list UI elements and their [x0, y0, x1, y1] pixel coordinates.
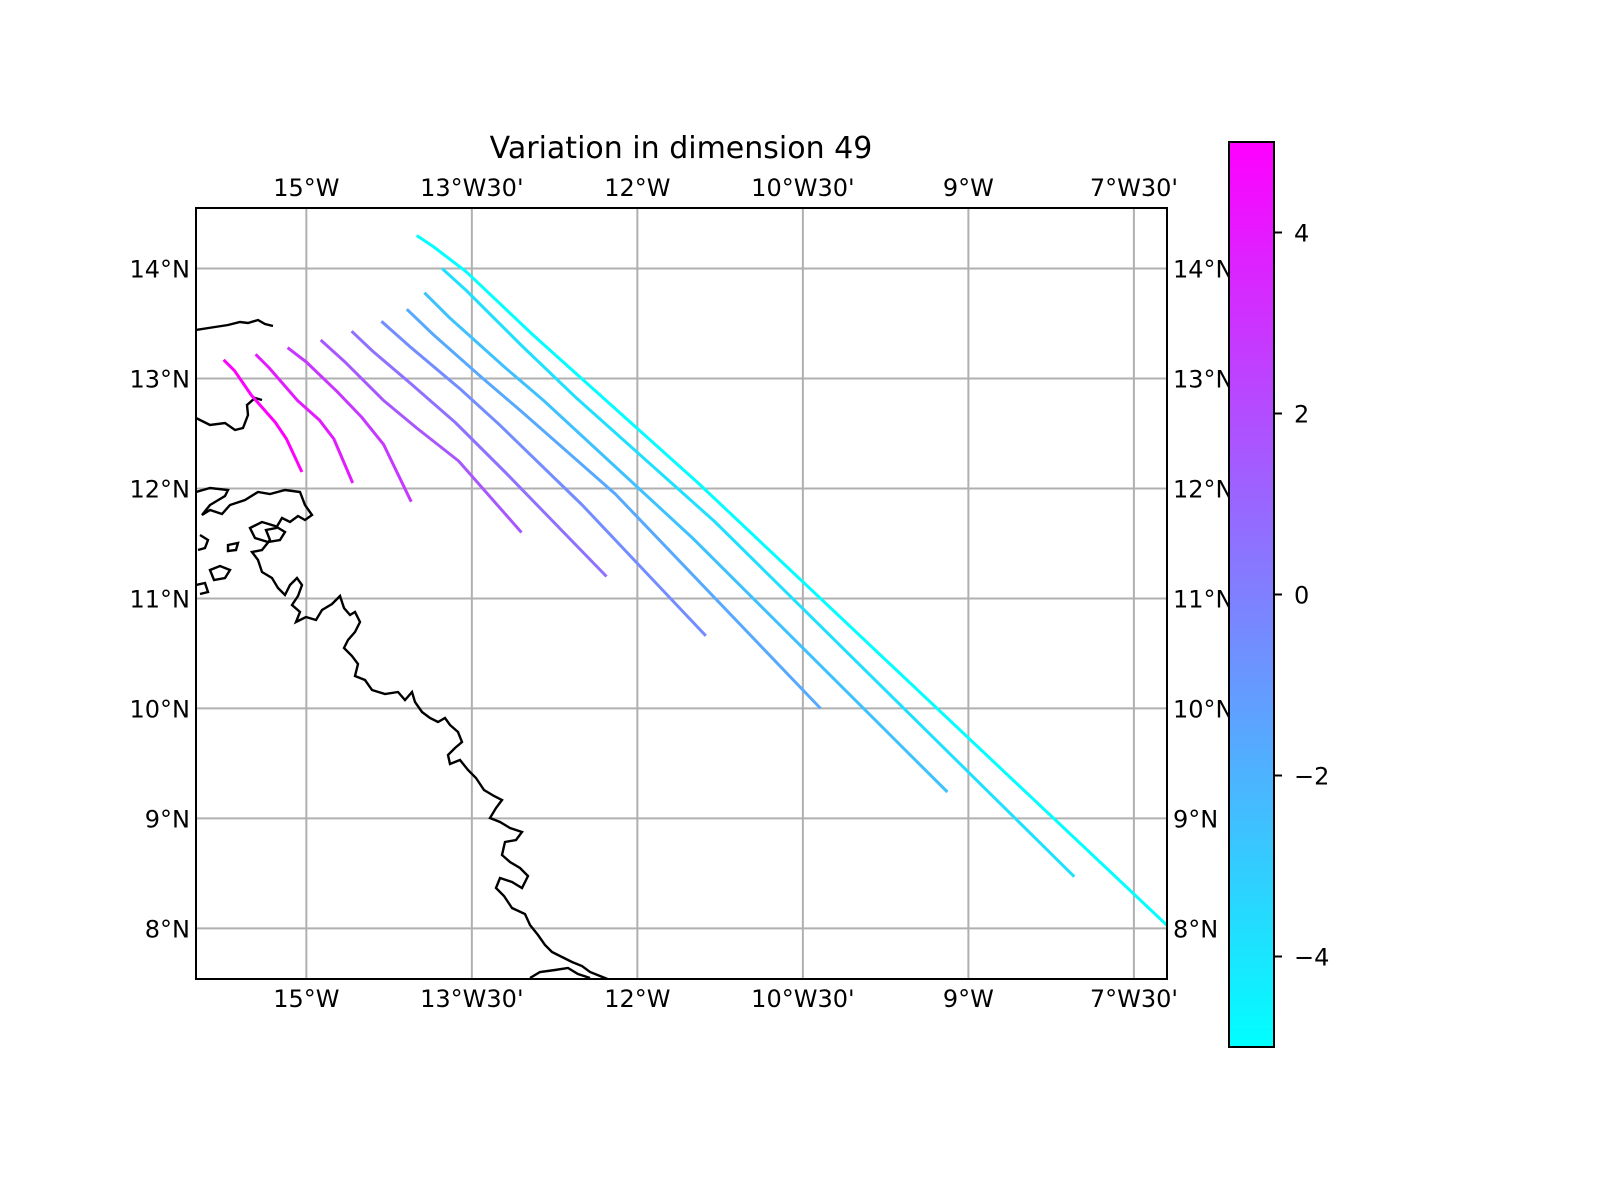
- colorbar-tick-label: 2: [1294, 401, 1309, 429]
- coastline-north: [196, 318, 274, 332]
- y-tick-label-right: 13°N: [1173, 365, 1234, 393]
- y-tick-label-right: 14°N: [1173, 255, 1234, 283]
- coastline-islands-e: [248, 520, 287, 544]
- colorbar-ticks: 4 2 0 −2 −4: [1274, 220, 1329, 972]
- colorbar-tick-label: 0: [1294, 582, 1309, 610]
- series-lines: [222, 234, 1167, 928]
- y-tick-label-right: 12°N: [1173, 475, 1234, 503]
- y-tick-label-right: 11°N: [1173, 585, 1234, 613]
- x-tick-label-top: 7°W30': [1090, 174, 1178, 202]
- y-tick-label-left: 13°N: [130, 365, 191, 393]
- y-tick-label-right: 10°N: [1173, 695, 1234, 723]
- x-tick-label-top: 9°W: [943, 174, 994, 202]
- coastline-guinea-bissau: [196, 486, 611, 979]
- x-tick-label-bottom: 13°W30': [420, 985, 523, 1013]
- series-line-5: [380, 320, 707, 637]
- x-ticks: 15°W 15°W 13°W30' 13°W30' 12°W 12°W 10°W30' 10°…: [273, 174, 1178, 1013]
- coastline-islands-d: [196, 581, 210, 596]
- series-line-7: [423, 291, 949, 794]
- x-tick-label-bottom: 10°W30': [751, 985, 854, 1013]
- series-line-2: [286, 346, 413, 503]
- x-tick-label-bottom: 7°W30': [1090, 985, 1178, 1013]
- series-line-6: [405, 308, 822, 710]
- x-tick-label-bottom: 15°W: [273, 985, 339, 1013]
- series-line-9: [415, 234, 1167, 928]
- y-tick-label-left: 12°N: [130, 475, 191, 503]
- y-ticks: 8°N 8°N 9°N 9°N 10°N 10°N 11°N 11°N 12°N 12°N 13°N…: [130, 255, 1234, 943]
- plot-frame: [195, 207, 1168, 980]
- x-tick-label-top: 12°W: [604, 174, 670, 202]
- x-tick-label-top: 15°W: [273, 174, 339, 202]
- colorbar-tick-label: 4: [1294, 220, 1309, 248]
- y-tick-label-left: 14°N: [130, 255, 191, 283]
- y-tick-label-left: 8°N: [145, 915, 190, 943]
- x-tick-label-top: 10°W30': [751, 174, 854, 202]
- colorbar-tick-label: −2: [1294, 763, 1329, 791]
- y-tick-label-right: 9°N: [1173, 805, 1218, 833]
- y-tick-label-right: 8°N: [1173, 915, 1218, 943]
- coastline-islands-c: [208, 564, 232, 582]
- x-tick-label-top: 13°W30': [420, 174, 523, 202]
- series-line-4: [350, 330, 608, 578]
- coastline-islands-a: [197, 533, 210, 552]
- y-tick-label-left: 11°N: [130, 585, 191, 613]
- coastline: [196, 318, 611, 979]
- x-tick-label-bottom: 12°W: [604, 985, 670, 1013]
- colorbar-tick-label: −4: [1294, 944, 1329, 972]
- series-line-1: [254, 353, 355, 484]
- colorbar: [1228, 141, 1275, 1048]
- chart-title: Variation in dimension 49: [490, 131, 873, 166]
- series-line-3: [319, 338, 523, 534]
- coastline-islands-b: [226, 541, 240, 553]
- series-line-0: [222, 358, 304, 473]
- y-tick-label-left: 10°N: [130, 695, 191, 723]
- x-tick-label-bottom: 9°W: [943, 985, 994, 1013]
- coastline-gambia: [196, 396, 263, 432]
- series-line-8: [441, 267, 1076, 878]
- coastline-south-island: [529, 966, 591, 979]
- y-tick-label-left: 9°N: [145, 805, 190, 833]
- gridlines: [196, 208, 1167, 979]
